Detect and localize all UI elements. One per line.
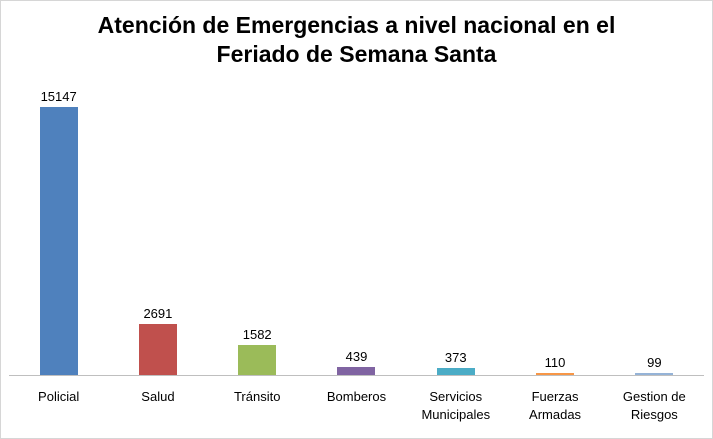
bar	[138, 324, 177, 375]
bar-column: 1582	[208, 89, 307, 375]
bar-value-label: 1582	[242, 327, 272, 342]
bar-value-label: 110	[544, 355, 566, 370]
bar	[39, 107, 78, 375]
category-label: Fuerzas Armadas	[529, 389, 582, 422]
bar	[536, 373, 575, 375]
plot-area: 15147 2691 1582 439 373 110 99	[9, 89, 704, 376]
category-label: Servicios Municipales	[421, 389, 491, 422]
bar-value-label: 373	[444, 350, 467, 365]
bars-container: 15147 2691 1582 439 373 110 99	[9, 89, 704, 376]
category-label: Gestion de Riesgos	[622, 389, 686, 422]
bar-column: 99	[605, 89, 704, 375]
bar-column: 15147	[9, 89, 108, 375]
bar-column: 2691	[108, 89, 207, 375]
bar-column: 110	[505, 89, 604, 375]
bar	[436, 368, 475, 375]
bar	[337, 367, 376, 375]
bar-value-label: 15147	[40, 89, 77, 104]
bar-value-label: 439	[345, 349, 368, 364]
category-label: Salud	[141, 389, 175, 404]
category-label: Tránsito	[233, 389, 281, 404]
bar	[238, 345, 277, 375]
bar	[635, 373, 674, 375]
category-label: Policial	[38, 389, 80, 404]
bar-value-label: 99	[647, 355, 662, 370]
chart-title: Atención de Emergencias a nivel nacional…	[97, 12, 616, 67]
bar-column: 439	[307, 89, 406, 375]
category-label: Bomberos	[326, 389, 387, 404]
bar-column: 373	[406, 89, 505, 375]
bar-value-label: 2691	[143, 306, 173, 321]
category-axis: Policial Salud Tránsito Bomberos Servicios M…	[9, 382, 704, 430]
